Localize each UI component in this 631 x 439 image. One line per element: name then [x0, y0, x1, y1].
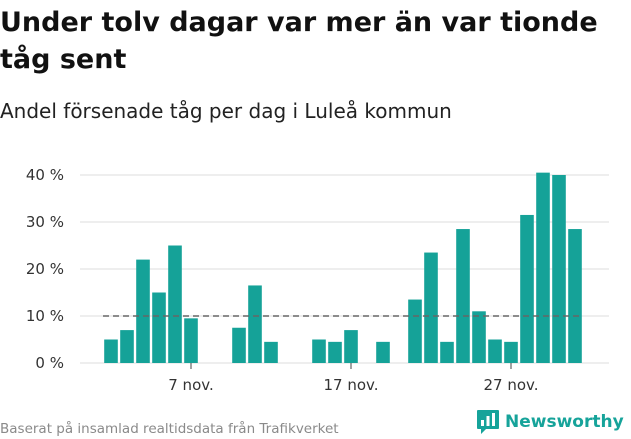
bar: [488, 339, 502, 363]
bar: [440, 341, 454, 363]
bar: [168, 245, 182, 363]
x-axis-ticks: 7 nov. 17 nov. 27 nov.: [168, 363, 539, 394]
x-tick-label: 7 nov.: [168, 376, 213, 394]
y-tick-label: 0 %: [35, 354, 64, 372]
bar: [136, 259, 150, 363]
bar: [424, 252, 438, 363]
bar: [536, 172, 550, 363]
bar: [328, 341, 342, 363]
bar-chart: 0 % 10 % 20 % 30 % 40 % 7 nov. 17 nov. 27 nov.: [26, 166, 609, 394]
bar: [568, 229, 582, 363]
y-tick-label: 10 %: [26, 307, 64, 325]
bar: [504, 341, 518, 363]
brand-name: Newsworthy: [505, 412, 624, 432]
bars: [104, 172, 582, 363]
bar: [184, 318, 198, 363]
y-axis-tick-labels: 0 % 10 % 20 % 30 % 40 %: [26, 166, 64, 372]
bar: [376, 341, 390, 363]
chart-title: Under tolv dagar var mer än var tionde t…: [0, 7, 598, 75]
x-tick-label: 17 nov.: [323, 376, 378, 394]
bar: [264, 341, 278, 363]
bar: [120, 330, 134, 363]
bar: [344, 330, 358, 363]
bar: [408, 299, 422, 363]
bar: [472, 311, 486, 363]
x-tick-label: 27 nov.: [483, 376, 538, 394]
y-tick-label: 30 %: [26, 213, 64, 231]
bar: [312, 339, 326, 363]
chart-subtitle: Andel försenade tåg per dag i Luleå komm…: [0, 99, 452, 123]
bar: [520, 214, 534, 363]
source-note: Baserat på insamlad realtidsdata från Tr…: [0, 421, 339, 437]
bar: [552, 175, 566, 363]
bar: [104, 339, 118, 363]
newsworthy-brand[interactable]: Newsworthy: [476, 408, 624, 436]
y-tick-label: 20 %: [26, 260, 64, 278]
newsworthy-logo-icon: [477, 410, 499, 434]
bar: [232, 327, 246, 363]
bar: [152, 292, 166, 363]
bar: [456, 229, 470, 363]
y-tick-label: 40 %: [26, 166, 64, 184]
bar: [248, 285, 262, 363]
